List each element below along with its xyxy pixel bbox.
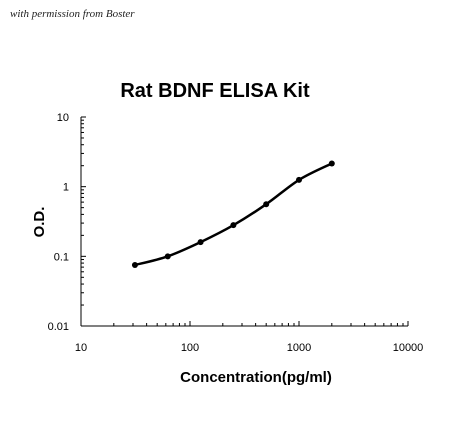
ticks: [80, 116, 409, 327]
data-points: [131, 160, 335, 269]
chart-title: Rat BDNF ELISA Kit: [120, 80, 310, 102]
x-axis-title: Concentration(pg/ml): [180, 369, 332, 386]
data-point: [164, 253, 171, 260]
data-point: [131, 262, 138, 269]
permission-watermark: with permission from Boster: [10, 8, 135, 20]
x-tick-label: 1000: [287, 342, 311, 354]
tick-labels: 0.01 0.1 1 10 10 100 1000 10000: [48, 112, 424, 354]
axes: [80, 117, 408, 327]
series-line: [133, 162, 334, 267]
data-point: [197, 239, 204, 246]
y-tick-label: 1: [63, 182, 69, 194]
y-axis-title: O.D.: [31, 207, 48, 238]
y-tick-label: 10: [57, 112, 69, 124]
x-tick-label: 10000: [393, 342, 424, 354]
data-point: [328, 160, 335, 167]
y-tick-label: 0.1: [54, 251, 69, 263]
data-point: [263, 201, 270, 208]
x-tick-label: 100: [181, 342, 199, 354]
data-point: [230, 222, 237, 229]
y-tick-label: 0.01: [48, 321, 69, 333]
x-tick-label: 10: [75, 342, 87, 354]
data-point: [296, 176, 302, 183]
